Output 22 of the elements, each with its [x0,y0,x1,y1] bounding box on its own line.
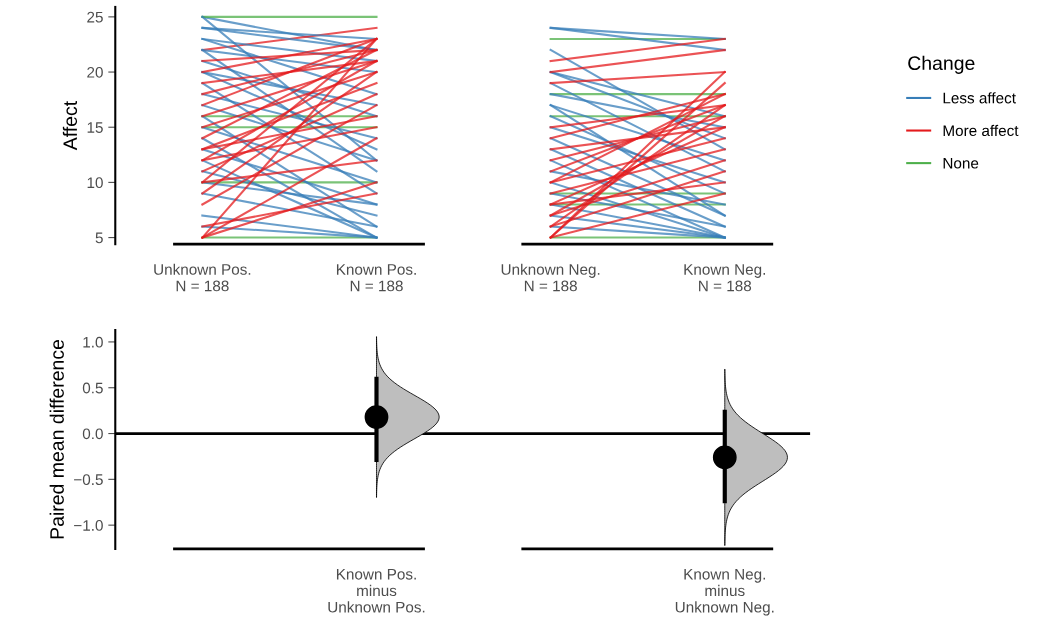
x-tick-label: Known Neg. minus Unknown Neg. [675,568,774,616]
y-tick-label: 25 [87,11,103,23]
x-tick-label: Unknown Pos. N = 188 [154,263,251,292]
legend-label: More affect [943,124,1019,137]
y-axis-title: Paired mean difference [49,340,64,539]
x-tick-label: Known Pos. minus Unknown Pos. [328,568,425,613]
y-tick-label: 20 [87,66,103,78]
y-tick-label: 1.0 [83,336,103,348]
y-tick-label: 0.0 [82,428,103,440]
y-tick-label: 15 [87,122,103,133]
x-tick-label: Known Pos. N = 188 [336,264,416,292]
y-tick-label: −1.0 [74,520,103,531]
y-axis-title: Affect [62,101,78,151]
y-tick-label: 10 [87,177,103,189]
legend-title: Change [908,55,975,74]
x-tick-label: Known Neg. N = 188 [684,264,765,292]
y-tick-label: −0.5 [74,474,103,486]
legend-label: Less affect [943,92,1016,104]
y-tick-label: 5 [95,232,103,244]
legend-label: None [943,157,979,169]
x-tick-label: Unknown Neg. N = 188 [501,263,600,292]
y-tick-label: 0.5 [82,382,103,394]
